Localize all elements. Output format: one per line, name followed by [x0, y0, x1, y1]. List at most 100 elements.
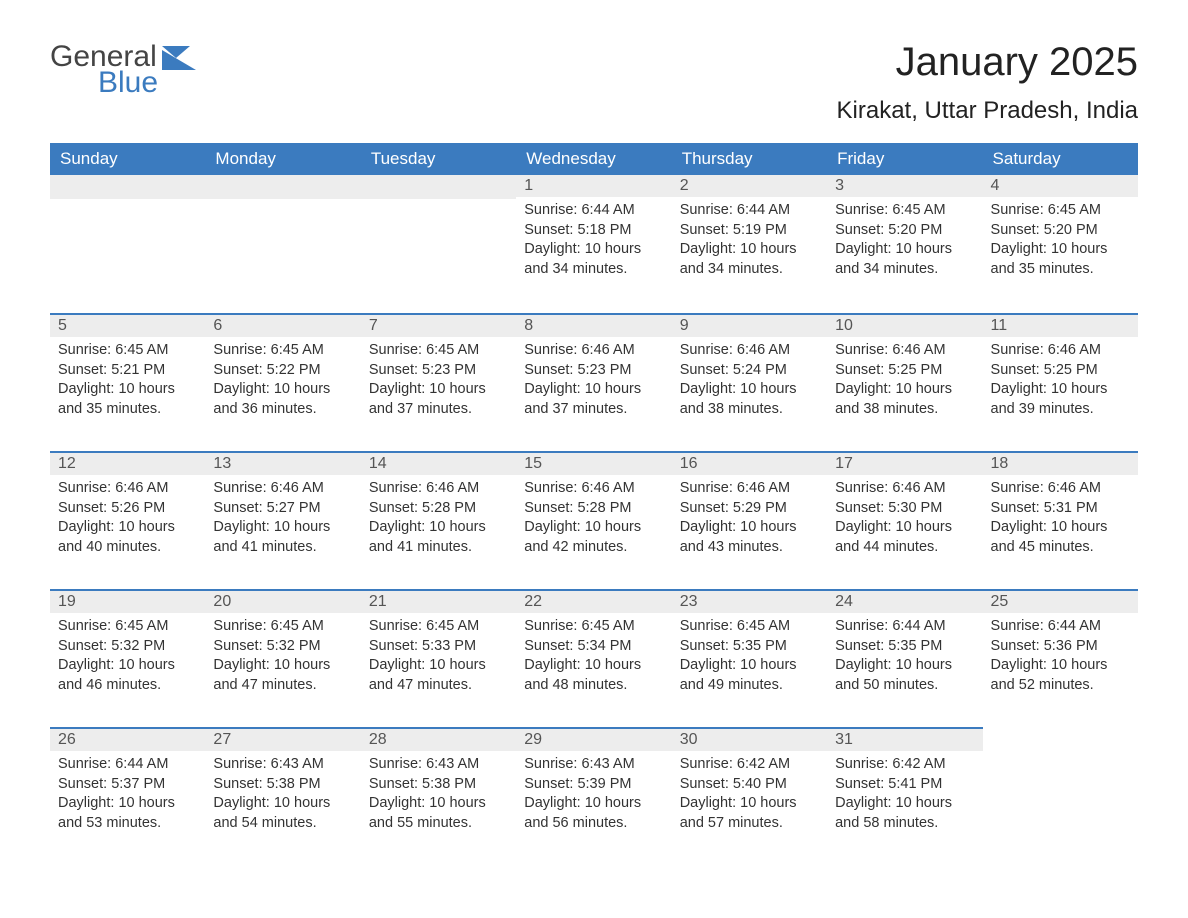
- weekday-header: Saturday: [983, 143, 1138, 175]
- calendar-empty-cell: [50, 175, 205, 313]
- day-number: 26: [50, 727, 205, 751]
- day-details: Sunrise: 6:44 AMSunset: 5:19 PMDaylight:…: [672, 197, 827, 287]
- day-number: 14: [361, 451, 516, 475]
- logo: General Blue: [50, 40, 202, 100]
- calendar-week-row: 12Sunrise: 6:46 AMSunset: 5:26 PMDayligh…: [50, 451, 1138, 589]
- calendar-day-cell: 15Sunrise: 6:46 AMSunset: 5:28 PMDayligh…: [516, 451, 671, 589]
- day-number: 21: [361, 589, 516, 613]
- calendar-body: 1Sunrise: 6:44 AMSunset: 5:18 PMDaylight…: [50, 175, 1138, 865]
- weekday-header: Friday: [827, 143, 982, 175]
- calendar-day-cell: 27Sunrise: 6:43 AMSunset: 5:38 PMDayligh…: [205, 727, 360, 865]
- calendar-week-row: 5Sunrise: 6:45 AMSunset: 5:21 PMDaylight…: [50, 313, 1138, 451]
- calendar-day-cell: 12Sunrise: 6:46 AMSunset: 5:26 PMDayligh…: [50, 451, 205, 589]
- header: General Blue January 2025 Kirakat, Uttar…: [50, 40, 1138, 125]
- day-details: Sunrise: 6:43 AMSunset: 5:38 PMDaylight:…: [205, 751, 360, 841]
- day-details: Sunrise: 6:45 AMSunset: 5:32 PMDaylight:…: [205, 613, 360, 703]
- calendar-day-cell: 4Sunrise: 6:45 AMSunset: 5:20 PMDaylight…: [983, 175, 1138, 313]
- calendar-day-cell: 3Sunrise: 6:45 AMSunset: 5:20 PMDaylight…: [827, 175, 982, 313]
- day-details: Sunrise: 6:46 AMSunset: 5:31 PMDaylight:…: [983, 475, 1138, 565]
- day-number: 11: [983, 313, 1138, 337]
- calendar-day-cell: 16Sunrise: 6:46 AMSunset: 5:29 PMDayligh…: [672, 451, 827, 589]
- calendar-day-cell: 22Sunrise: 6:45 AMSunset: 5:34 PMDayligh…: [516, 589, 671, 727]
- day-number: 29: [516, 727, 671, 751]
- day-details: Sunrise: 6:44 AMSunset: 5:37 PMDaylight:…: [50, 751, 205, 841]
- day-number: 10: [827, 313, 982, 337]
- calendar-day-cell: 23Sunrise: 6:45 AMSunset: 5:35 PMDayligh…: [672, 589, 827, 727]
- day-number: 5: [50, 313, 205, 337]
- calendar-day-cell: 9Sunrise: 6:46 AMSunset: 5:24 PMDaylight…: [672, 313, 827, 451]
- calendar-week-row: 19Sunrise: 6:45 AMSunset: 5:32 PMDayligh…: [50, 589, 1138, 727]
- calendar-day-cell: 7Sunrise: 6:45 AMSunset: 5:23 PMDaylight…: [361, 313, 516, 451]
- day-number: 17: [827, 451, 982, 475]
- day-details: Sunrise: 6:45 AMSunset: 5:20 PMDaylight:…: [827, 197, 982, 287]
- calendar-day-cell: 1Sunrise: 6:44 AMSunset: 5:18 PMDaylight…: [516, 175, 671, 313]
- day-details: Sunrise: 6:45 AMSunset: 5:22 PMDaylight:…: [205, 337, 360, 427]
- weekday-header-row: SundayMondayTuesdayWednesdayThursdayFrid…: [50, 143, 1138, 175]
- calendar-day-cell: 26Sunrise: 6:44 AMSunset: 5:37 PMDayligh…: [50, 727, 205, 865]
- calendar-day-cell: 17Sunrise: 6:46 AMSunset: 5:30 PMDayligh…: [827, 451, 982, 589]
- calendar-day-cell: 30Sunrise: 6:42 AMSunset: 5:40 PMDayligh…: [672, 727, 827, 865]
- day-details: Sunrise: 6:44 AMSunset: 5:36 PMDaylight:…: [983, 613, 1138, 703]
- day-number: 8: [516, 313, 671, 337]
- calendar-day-cell: 19Sunrise: 6:45 AMSunset: 5:32 PMDayligh…: [50, 589, 205, 727]
- day-details: Sunrise: 6:45 AMSunset: 5:35 PMDaylight:…: [672, 613, 827, 703]
- day-details: Sunrise: 6:42 AMSunset: 5:40 PMDaylight:…: [672, 751, 827, 841]
- day-number: 3: [827, 175, 982, 197]
- weekday-header: Monday: [205, 143, 360, 175]
- calendar-day-cell: 13Sunrise: 6:46 AMSunset: 5:27 PMDayligh…: [205, 451, 360, 589]
- calendar-day-cell: 25Sunrise: 6:44 AMSunset: 5:36 PMDayligh…: [983, 589, 1138, 727]
- day-number: 19: [50, 589, 205, 613]
- day-number: 25: [983, 589, 1138, 613]
- calendar-day-cell: 8Sunrise: 6:46 AMSunset: 5:23 PMDaylight…: [516, 313, 671, 451]
- weekday-header: Tuesday: [361, 143, 516, 175]
- calendar-day-cell: 14Sunrise: 6:46 AMSunset: 5:28 PMDayligh…: [361, 451, 516, 589]
- day-details: Sunrise: 6:43 AMSunset: 5:38 PMDaylight:…: [361, 751, 516, 841]
- day-details: Sunrise: 6:45 AMSunset: 5:33 PMDaylight:…: [361, 613, 516, 703]
- day-details: Sunrise: 6:46 AMSunset: 5:28 PMDaylight:…: [516, 475, 671, 565]
- calendar-day-cell: 28Sunrise: 6:43 AMSunset: 5:38 PMDayligh…: [361, 727, 516, 865]
- day-number: 31: [827, 727, 982, 751]
- day-details: Sunrise: 6:44 AMSunset: 5:35 PMDaylight:…: [827, 613, 982, 703]
- month-title: January 2025: [837, 40, 1138, 85]
- calendar-day-cell: 18Sunrise: 6:46 AMSunset: 5:31 PMDayligh…: [983, 451, 1138, 589]
- day-number: 2: [672, 175, 827, 197]
- day-details: Sunrise: 6:46 AMSunset: 5:26 PMDaylight:…: [50, 475, 205, 565]
- calendar-day-cell: 11Sunrise: 6:46 AMSunset: 5:25 PMDayligh…: [983, 313, 1138, 451]
- day-number: 4: [983, 175, 1138, 197]
- calendar-empty-cell: [983, 727, 1138, 865]
- weekday-header: Wednesday: [516, 143, 671, 175]
- day-number: 28: [361, 727, 516, 751]
- weekday-header: Thursday: [672, 143, 827, 175]
- calendar-empty-cell: [361, 175, 516, 313]
- calendar-day-cell: 2Sunrise: 6:44 AMSunset: 5:19 PMDaylight…: [672, 175, 827, 313]
- day-details: Sunrise: 6:45 AMSunset: 5:21 PMDaylight:…: [50, 337, 205, 427]
- day-number: 18: [983, 451, 1138, 475]
- logo-flag-icon: [162, 46, 202, 76]
- calendar-week-row: 1Sunrise: 6:44 AMSunset: 5:18 PMDaylight…: [50, 175, 1138, 313]
- weekday-header: Sunday: [50, 143, 205, 175]
- calendar-day-cell: 21Sunrise: 6:45 AMSunset: 5:33 PMDayligh…: [361, 589, 516, 727]
- day-details: Sunrise: 6:42 AMSunset: 5:41 PMDaylight:…: [827, 751, 982, 841]
- title-block: January 2025 Kirakat, Uttar Pradesh, Ind…: [837, 40, 1138, 125]
- day-number: 15: [516, 451, 671, 475]
- calendar-day-cell: 5Sunrise: 6:45 AMSunset: 5:21 PMDaylight…: [50, 313, 205, 451]
- calendar-empty-cell: [205, 175, 360, 313]
- day-details: Sunrise: 6:45 AMSunset: 5:34 PMDaylight:…: [516, 613, 671, 703]
- day-number: 12: [50, 451, 205, 475]
- day-number: 1: [516, 175, 671, 197]
- day-details: Sunrise: 6:46 AMSunset: 5:25 PMDaylight:…: [827, 337, 982, 427]
- logo-text-blue: Blue: [98, 66, 158, 100]
- day-number: 6: [205, 313, 360, 337]
- day-details: Sunrise: 6:46 AMSunset: 5:25 PMDaylight:…: [983, 337, 1138, 427]
- day-number: 24: [827, 589, 982, 613]
- calendar-day-cell: 31Sunrise: 6:42 AMSunset: 5:41 PMDayligh…: [827, 727, 982, 865]
- day-number: 7: [361, 313, 516, 337]
- day-number: 9: [672, 313, 827, 337]
- day-number: 30: [672, 727, 827, 751]
- day-number: 27: [205, 727, 360, 751]
- day-details: Sunrise: 6:46 AMSunset: 5:23 PMDaylight:…: [516, 337, 671, 427]
- day-number: 16: [672, 451, 827, 475]
- calendar-day-cell: 6Sunrise: 6:45 AMSunset: 5:22 PMDaylight…: [205, 313, 360, 451]
- day-details: Sunrise: 6:46 AMSunset: 5:27 PMDaylight:…: [205, 475, 360, 565]
- calendar-day-cell: 20Sunrise: 6:45 AMSunset: 5:32 PMDayligh…: [205, 589, 360, 727]
